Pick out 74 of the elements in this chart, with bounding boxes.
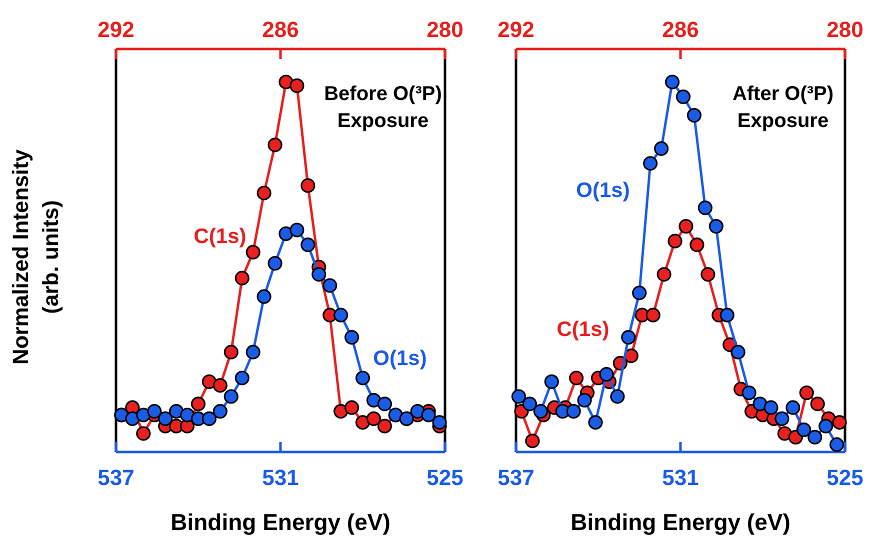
point bbox=[300, 238, 316, 252]
point bbox=[312, 267, 326, 282]
point bbox=[212, 404, 228, 419]
point bbox=[676, 90, 691, 104]
x-axis-title: Binding Energy (eV) bbox=[570, 509, 790, 535]
point bbox=[421, 408, 436, 422]
point bbox=[268, 256, 282, 271]
point bbox=[599, 367, 614, 382]
x2-tick-label: 292 bbox=[498, 17, 534, 42]
point bbox=[180, 408, 195, 422]
point bbox=[147, 404, 162, 419]
x-tick-label: 537 bbox=[498, 465, 534, 490]
point bbox=[708, 219, 724, 234]
point bbox=[246, 344, 260, 360]
series-label: O(1s) bbox=[373, 347, 427, 370]
point bbox=[136, 408, 151, 422]
point bbox=[533, 404, 548, 419]
point bbox=[664, 74, 680, 90]
point bbox=[234, 370, 250, 386]
series-label: O(1s) bbox=[576, 179, 630, 202]
y-axis-title: Normalized Intensity (arb. units) bbox=[8, 148, 63, 365]
point bbox=[654, 141, 669, 156]
x-axis-title: Binding Energy (eV) bbox=[170, 509, 390, 535]
x2-tick-label: 280 bbox=[826, 17, 864, 42]
point bbox=[730, 344, 746, 360]
point bbox=[686, 108, 702, 123]
point bbox=[610, 389, 625, 404]
point bbox=[344, 330, 360, 345]
point bbox=[377, 396, 392, 412]
point bbox=[355, 370, 370, 386]
x-tick-label: 525 bbox=[826, 465, 864, 490]
x2-tick-label: 292 bbox=[98, 17, 134, 42]
x2-tick-label: 286 bbox=[662, 17, 699, 42]
x-tick-label: 531 bbox=[262, 465, 299, 490]
point bbox=[278, 226, 294, 241]
point bbox=[334, 308, 348, 322]
point bbox=[158, 411, 173, 426]
point bbox=[256, 289, 272, 304]
series-label: C(1s) bbox=[556, 318, 610, 341]
point bbox=[588, 415, 603, 430]
point bbox=[643, 156, 658, 171]
point bbox=[720, 308, 734, 322]
annotation: Before O(³P) Exposure bbox=[324, 83, 442, 132]
point bbox=[577, 392, 592, 408]
point bbox=[366, 392, 382, 408]
point bbox=[410, 404, 425, 419]
annotation: After O(³P) Exposure bbox=[732, 83, 834, 132]
point bbox=[125, 411, 140, 426]
point bbox=[522, 396, 538, 412]
x-tick-label: 537 bbox=[98, 465, 134, 490]
point bbox=[632, 286, 647, 300]
point bbox=[322, 278, 338, 293]
point bbox=[621, 330, 636, 345]
point bbox=[786, 400, 800, 415]
point bbox=[774, 411, 790, 426]
point bbox=[511, 389, 526, 404]
point bbox=[202, 411, 217, 426]
point bbox=[796, 422, 812, 438]
point bbox=[698, 200, 712, 216]
point bbox=[566, 404, 581, 419]
point bbox=[764, 400, 778, 415]
point bbox=[432, 415, 447, 430]
point bbox=[544, 374, 559, 389]
x-tick-label: 531 bbox=[662, 465, 699, 490]
x2-tick-label: 286 bbox=[262, 17, 299, 42]
point bbox=[742, 386, 756, 400]
point bbox=[808, 430, 822, 444]
point bbox=[224, 389, 238, 404]
x2-tick-label: 280 bbox=[426, 17, 464, 42]
series-label: C(1s) bbox=[194, 225, 246, 248]
point bbox=[752, 396, 768, 412]
x-tick-label: 525 bbox=[426, 465, 464, 490]
point bbox=[818, 418, 834, 434]
point bbox=[290, 222, 304, 238]
